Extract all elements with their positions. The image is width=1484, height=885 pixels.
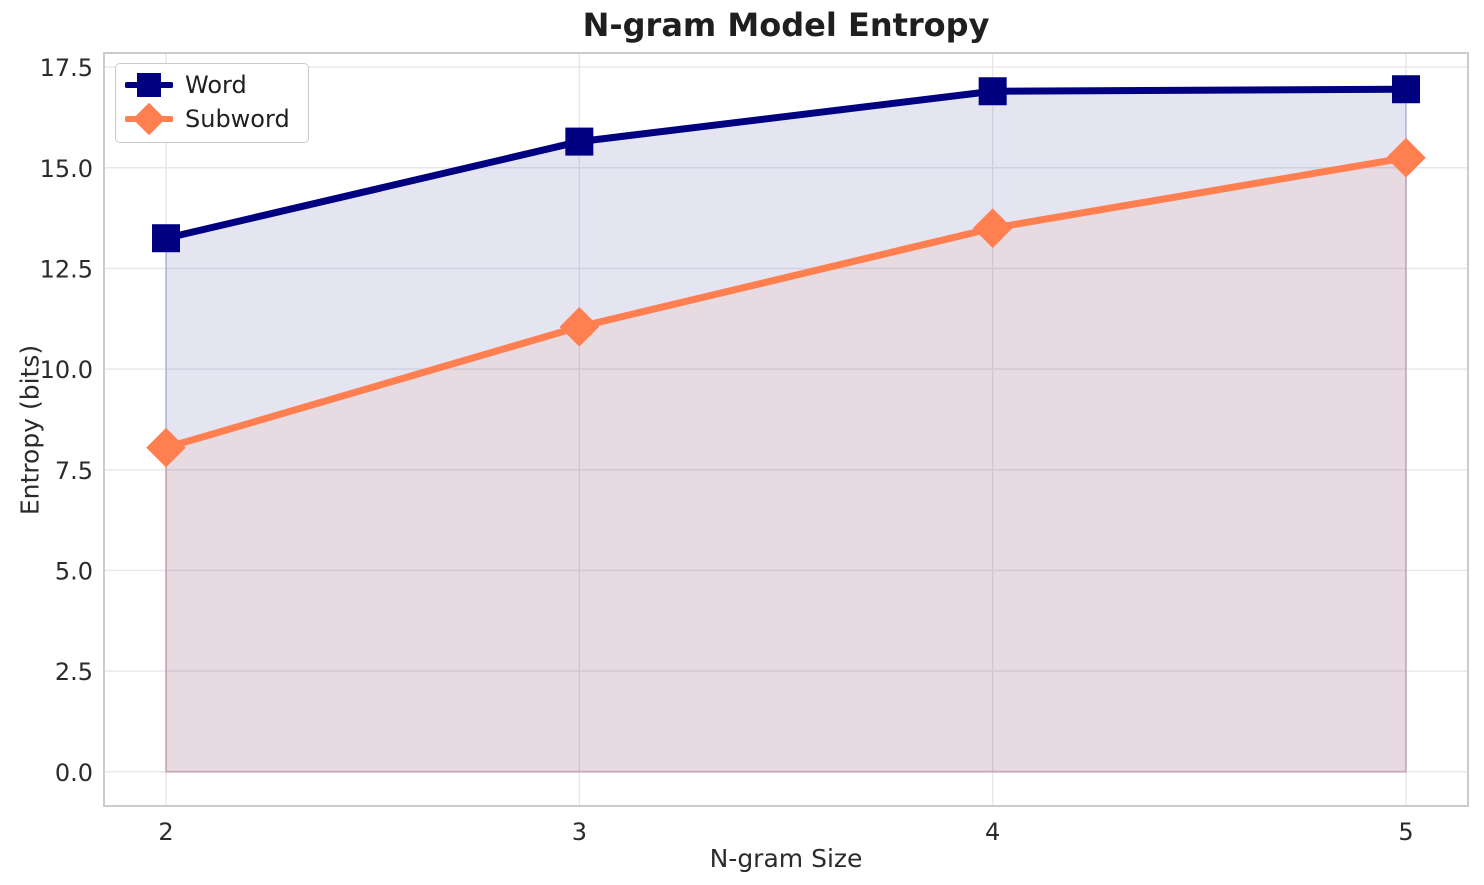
- subword-legend-diamond-icon: [132, 102, 166, 136]
- plot-border: [103, 52, 1469, 807]
- subword-series-icon: [125, 102, 173, 136]
- y-axis-label: Entropy (bits): [15, 344, 45, 516]
- legend-label-word: Word: [185, 71, 247, 99]
- marker-square-word: [152, 224, 180, 253]
- marker-diamond-subword: [146, 427, 186, 468]
- y-tick-label: 10.0: [40, 356, 93, 384]
- word-legend-square-icon: [137, 73, 161, 97]
- marker-diamond-subword: [972, 208, 1013, 248]
- y-tick-label: 0.0: [55, 759, 93, 787]
- y-tick-label: 15.0: [40, 155, 93, 183]
- chart-title: N-gram Model Entropy: [582, 6, 990, 44]
- y-tick-label: 17.5: [40, 54, 93, 82]
- marker-square-word: [978, 77, 1007, 106]
- legend-item-subword: Subword: [125, 102, 290, 136]
- x-tick-label: 4: [985, 818, 1000, 846]
- legend-label-subword: Subword: [185, 105, 290, 133]
- x-tick-label: 3: [572, 818, 587, 846]
- y-tick-label: 5.0: [55, 557, 93, 585]
- x-tick-label: 5: [1398, 818, 1413, 846]
- series-line-subword: [162, 154, 1410, 452]
- legend-item-word: Word: [125, 68, 290, 102]
- marker-diamond-subword: [559, 307, 600, 347]
- x-tick-label: 2: [158, 818, 173, 846]
- y-tick-label: 12.5: [40, 255, 93, 283]
- word-series-icon: [125, 73, 173, 97]
- series-line-word: [162, 85, 1410, 242]
- marker-square-word: [1392, 75, 1420, 104]
- legend: Word Subword: [115, 63, 309, 143]
- y-tick-label: 7.5: [55, 457, 93, 485]
- marker-square-word: [565, 127, 594, 156]
- x-axis-label: N-gram Size: [709, 844, 863, 873]
- y-tick-label: 2.5: [55, 658, 93, 686]
